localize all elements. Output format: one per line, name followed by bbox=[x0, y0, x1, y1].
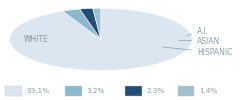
Wedge shape bbox=[62, 9, 101, 39]
Text: 1.4%: 1.4% bbox=[199, 88, 218, 94]
Text: 3.2%: 3.2% bbox=[86, 88, 105, 94]
Wedge shape bbox=[10, 8, 192, 70]
FancyBboxPatch shape bbox=[125, 86, 142, 96]
FancyBboxPatch shape bbox=[178, 86, 194, 96]
Text: 93.1%: 93.1% bbox=[26, 88, 49, 94]
Wedge shape bbox=[80, 8, 101, 39]
FancyBboxPatch shape bbox=[65, 86, 82, 96]
Wedge shape bbox=[93, 8, 101, 39]
Text: ASIAN: ASIAN bbox=[178, 36, 220, 46]
Text: A.I.: A.I. bbox=[187, 27, 209, 36]
Text: WHITE: WHITE bbox=[24, 35, 49, 44]
Text: 2.3%: 2.3% bbox=[146, 88, 165, 94]
Text: HISPANIC: HISPANIC bbox=[163, 47, 232, 57]
FancyBboxPatch shape bbox=[5, 86, 22, 96]
